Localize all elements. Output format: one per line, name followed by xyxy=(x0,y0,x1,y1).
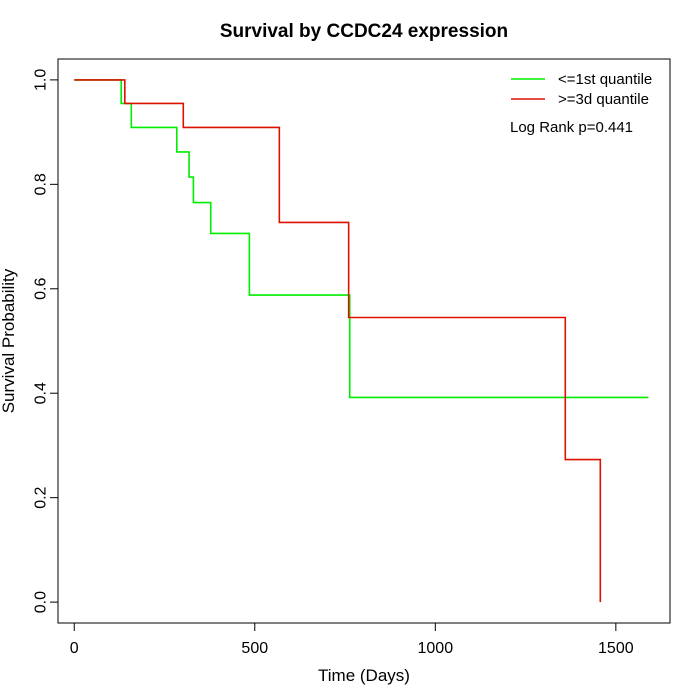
legend-label: >=3d quantile xyxy=(558,91,649,108)
y-tick-label: 1.0 xyxy=(33,69,50,91)
x-axis-label: Time (Days) xyxy=(318,666,410,685)
x-tick-label: 1500 xyxy=(598,640,634,657)
x-tick-label: 0 xyxy=(70,640,79,657)
y-axis: 0.0 0.2 0.4 0.6 0.8 1.0 xyxy=(33,69,59,613)
plot-frame xyxy=(57,58,671,624)
survival-curves xyxy=(74,79,649,603)
x-axis: 0 500 1000 1500 xyxy=(70,622,634,657)
y-tick-label: 0.6 xyxy=(33,278,50,300)
x-tick-label: 500 xyxy=(241,640,268,657)
x-tick-label: 1000 xyxy=(418,640,454,657)
y-tick-label: 0.0 xyxy=(33,591,50,613)
legend: <=1st quantile >=3d quantile xyxy=(511,71,652,108)
y-tick-label: 0.4 xyxy=(33,382,50,404)
log-rank-annotation: Log Rank p=0.441 xyxy=(510,119,633,136)
chart-title: Survival by CCDC24 expression xyxy=(220,21,508,42)
y-tick-label: 0.2 xyxy=(33,486,50,508)
legend-label: <=1st quantile xyxy=(558,71,652,88)
survival-curve-series-2 xyxy=(74,79,602,603)
y-tick-label: 0.8 xyxy=(33,173,50,195)
y-axis-label: Survival Probability xyxy=(0,268,18,413)
